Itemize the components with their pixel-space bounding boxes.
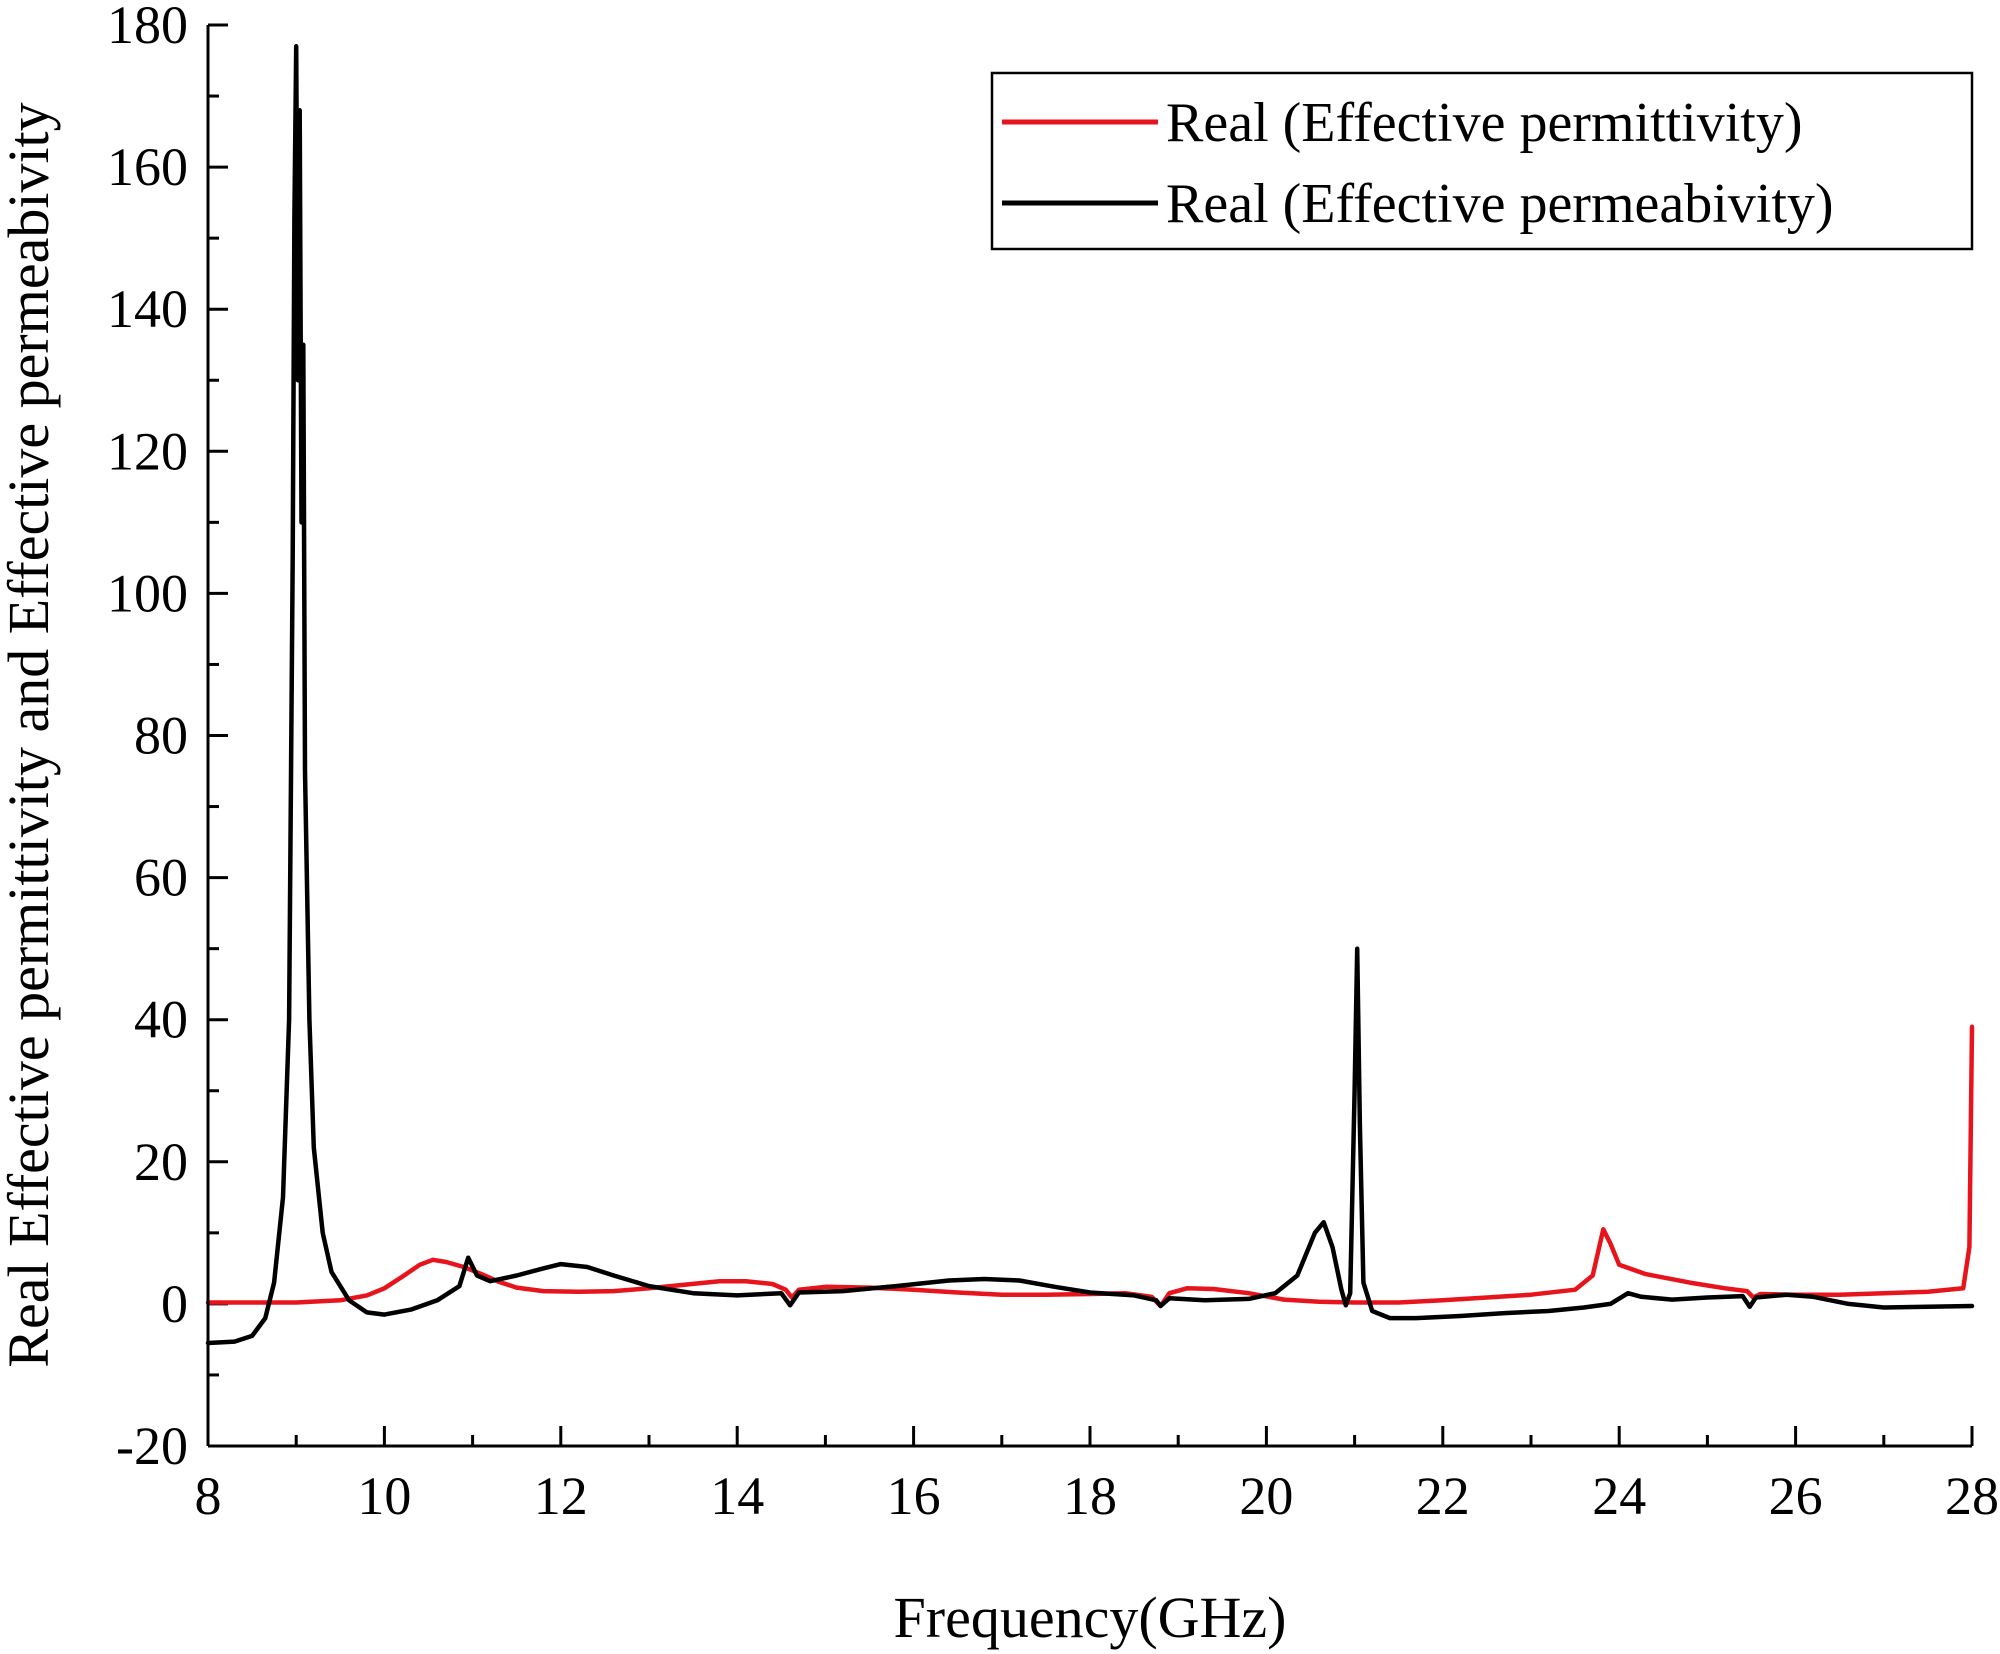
y-tick-label: 60 bbox=[134, 848, 188, 908]
y-tick-label: -20 bbox=[116, 1416, 188, 1476]
ticks-layer: 8 10 12 14 16 18 20 22 24 26 28 -20 0 20 40 60 80 100 120 1… bbox=[107, 0, 1999, 1526]
y-tick-label: 160 bbox=[107, 137, 188, 197]
y-tick-label: 140 bbox=[107, 279, 188, 339]
legend: Real (Effective permittivity) Real (Effe… bbox=[990, 71, 1974, 251]
y-tick-label: 120 bbox=[107, 421, 188, 481]
y-axis-title: Real Effective permittivity and Effectiv… bbox=[0, 102, 61, 1367]
y-tick-label: 0 bbox=[161, 1274, 188, 1334]
x-tick-label: 12 bbox=[534, 1466, 588, 1526]
axes-layer bbox=[206, 25, 1972, 1448]
y-tick-label: 180 bbox=[107, 0, 188, 55]
plot-layer bbox=[205, 44, 1975, 1346]
y-tick-label: 100 bbox=[107, 563, 188, 623]
legend-label-permeabivity: Real (Effective permeabivity) bbox=[1166, 173, 1834, 235]
x-tick-label: 28 bbox=[1945, 1466, 1999, 1526]
x-tick-label: 26 bbox=[1769, 1466, 1823, 1526]
x-tick-label: 14 bbox=[710, 1466, 764, 1526]
x-tick-label: 16 bbox=[887, 1466, 941, 1526]
x-tick-label: 10 bbox=[357, 1466, 411, 1526]
x-tick-label: 8 bbox=[195, 1466, 222, 1526]
x-tick-label: 20 bbox=[1239, 1466, 1293, 1526]
y-tick-label: 80 bbox=[134, 706, 188, 766]
legend-label-permittivity: Real (Effective permittivity) bbox=[1166, 92, 1803, 154]
y-tick-label: 40 bbox=[134, 990, 188, 1050]
x-tick-label: 18 bbox=[1063, 1466, 1117, 1526]
y-tick-label: 20 bbox=[134, 1132, 188, 1192]
x-tick-label: 22 bbox=[1416, 1466, 1470, 1526]
x-tick-label: 24 bbox=[1592, 1466, 1646, 1526]
x-axis-title: Frequency(GHz) bbox=[894, 1585, 1287, 1650]
legend-box bbox=[990, 71, 1974, 251]
series-line-permeabivity bbox=[205, 44, 1975, 1346]
